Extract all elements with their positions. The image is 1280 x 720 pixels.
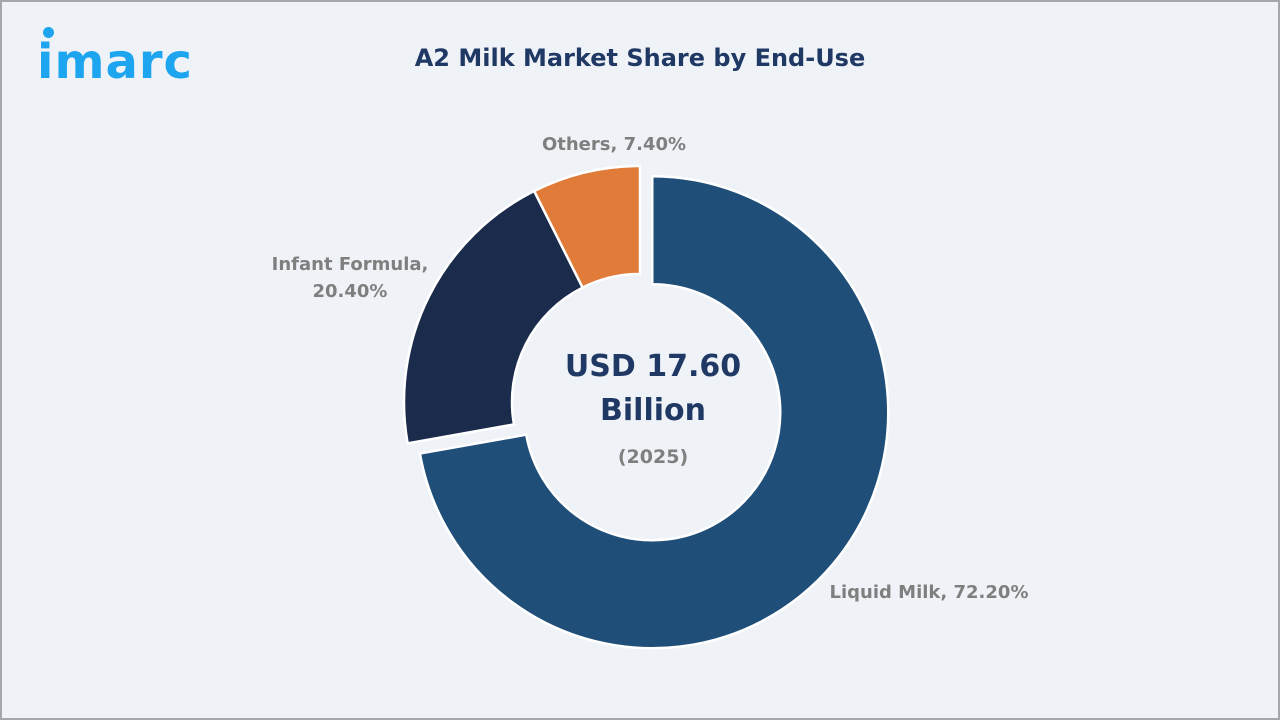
center-value-unit: Billion bbox=[600, 393, 706, 428]
slice-infant-formula bbox=[402, 189, 585, 445]
slice-others bbox=[532, 164, 642, 290]
logo-text: imarc bbox=[37, 34, 193, 90]
label-infant-formula-name: Infant Formula, bbox=[271, 254, 429, 275]
chart-title: A2 Milk Market Share by End-Use bbox=[414, 44, 866, 72]
label-infant-formula-value: 20.40% bbox=[312, 281, 388, 302]
imarc-logo: imarc bbox=[20, 12, 210, 90]
center-value-amount: USD 17.60 bbox=[564, 349, 742, 384]
label-liquid-milk: Liquid Milk, 72.20% bbox=[829, 582, 1029, 603]
logo-dot bbox=[43, 27, 54, 38]
label-infant-formula: Infant Formula, 20.40% bbox=[262, 251, 438, 305]
label-others: Others, 7.40% bbox=[541, 134, 687, 155]
center-year: (2025) bbox=[617, 446, 689, 468]
slice-liquid-milk bbox=[418, 175, 890, 650]
center-total-value: USD 17.60 Billion bbox=[538, 345, 768, 433]
